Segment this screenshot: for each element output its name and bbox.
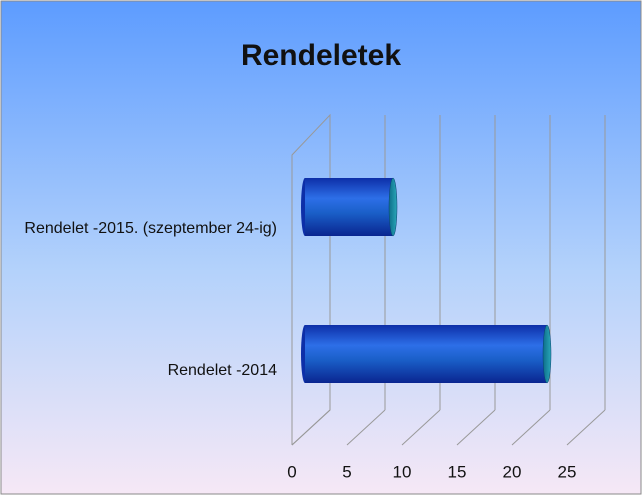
x-tick-label: 15 <box>448 462 467 481</box>
y-tick-label: Rendelet -2015. (szeptember 24-ig) <box>24 220 277 237</box>
x-tick-label: 10 <box>393 462 412 481</box>
x-tick-label: 20 <box>503 462 522 481</box>
bar <box>305 325 547 383</box>
chart-title: Rendeletek <box>241 39 401 72</box>
floor-line <box>566 409 606 446</box>
floor-line <box>511 409 551 446</box>
x-tick-label: 0 <box>287 462 296 481</box>
floor-line <box>346 409 386 446</box>
bar-cap <box>388 177 398 237</box>
x-tick-label: 25 <box>558 462 577 481</box>
y-tick-label: Rendelet -2014 <box>168 362 278 379</box>
floor-line <box>401 409 441 446</box>
bar-cap <box>542 324 552 384</box>
floor-line <box>291 409 331 446</box>
x-tick-label: 5 <box>342 462 351 481</box>
floor-line <box>456 409 496 446</box>
bar <box>305 178 393 236</box>
